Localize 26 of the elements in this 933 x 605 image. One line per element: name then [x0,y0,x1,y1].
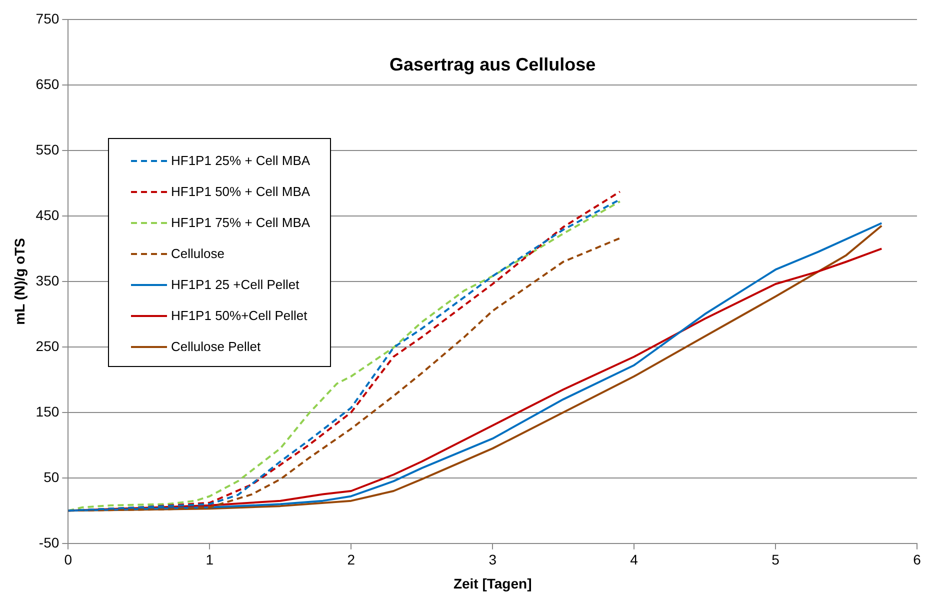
y-tick-label: 50 [44,468,60,485]
legend-label: HF1P1 25 +Cell Pellet [171,277,300,292]
legend-label: HF1P1 25% + Cell MBA [171,153,310,168]
y-tick-label: 750 [36,10,60,26]
y-tick-label: 150 [36,403,60,420]
y-tick-label: 550 [36,141,60,158]
y-tick-label: 650 [36,76,60,92]
x-axis-title: Zeit [Tagen] [453,575,532,592]
x-tick-label: 6 [913,552,922,568]
legend-label: Cellulose Pellet [171,339,261,354]
legend-label: HF1P1 75% + Cell MBA [171,215,310,230]
x-tick-label: 3 [488,552,497,568]
y-axis-title: mL (N)/g oTS [11,238,28,325]
y-tick-label: -50 [38,534,60,550]
legend-label: Cellulose [171,246,224,261]
x-tick-label: 0 [64,552,72,568]
text: Gasertrag aus Cellulose [390,54,596,74]
x-tick-label: 4 [630,552,638,568]
y-tick-label: 450 [36,206,60,223]
legend-label: HF1P1 50%+Cell Pellet [171,308,308,323]
legend-label: HF1P1 50% + Cell MBA [171,184,310,199]
x-tick-label: 2 [347,552,356,568]
y-tick-label: 350 [36,272,60,288]
y-tick-label: 250 [36,338,60,354]
x-tick-label: 5 [772,552,780,568]
x-tick-label: 1 [206,552,214,568]
